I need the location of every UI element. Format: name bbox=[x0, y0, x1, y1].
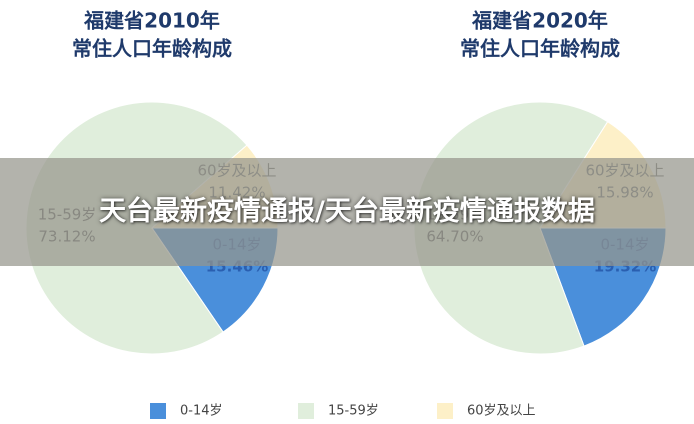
legend-label: 60岁及以上 bbox=[467, 404, 536, 419]
legend-swatch bbox=[437, 403, 453, 419]
legend-label: 0-14岁 bbox=[180, 404, 223, 419]
banner-text: 天台最新疫情通报/天台最新疫情通报数据 bbox=[99, 196, 595, 227]
banner: 天台最新疫情通报/天台最新疫情通报数据 bbox=[0, 158, 694, 266]
legend-swatch bbox=[298, 403, 314, 419]
legend-label: 15-59岁 bbox=[328, 404, 379, 419]
chart-subtitle: 常住人口年龄构成 bbox=[72, 37, 232, 61]
chart-title: 福建省2010年 bbox=[83, 9, 220, 33]
legend-swatch bbox=[150, 403, 166, 419]
chart-title: 福建省2020年 bbox=[471, 9, 608, 33]
chart-subtitle: 常住人口年龄构成 bbox=[460, 37, 620, 61]
